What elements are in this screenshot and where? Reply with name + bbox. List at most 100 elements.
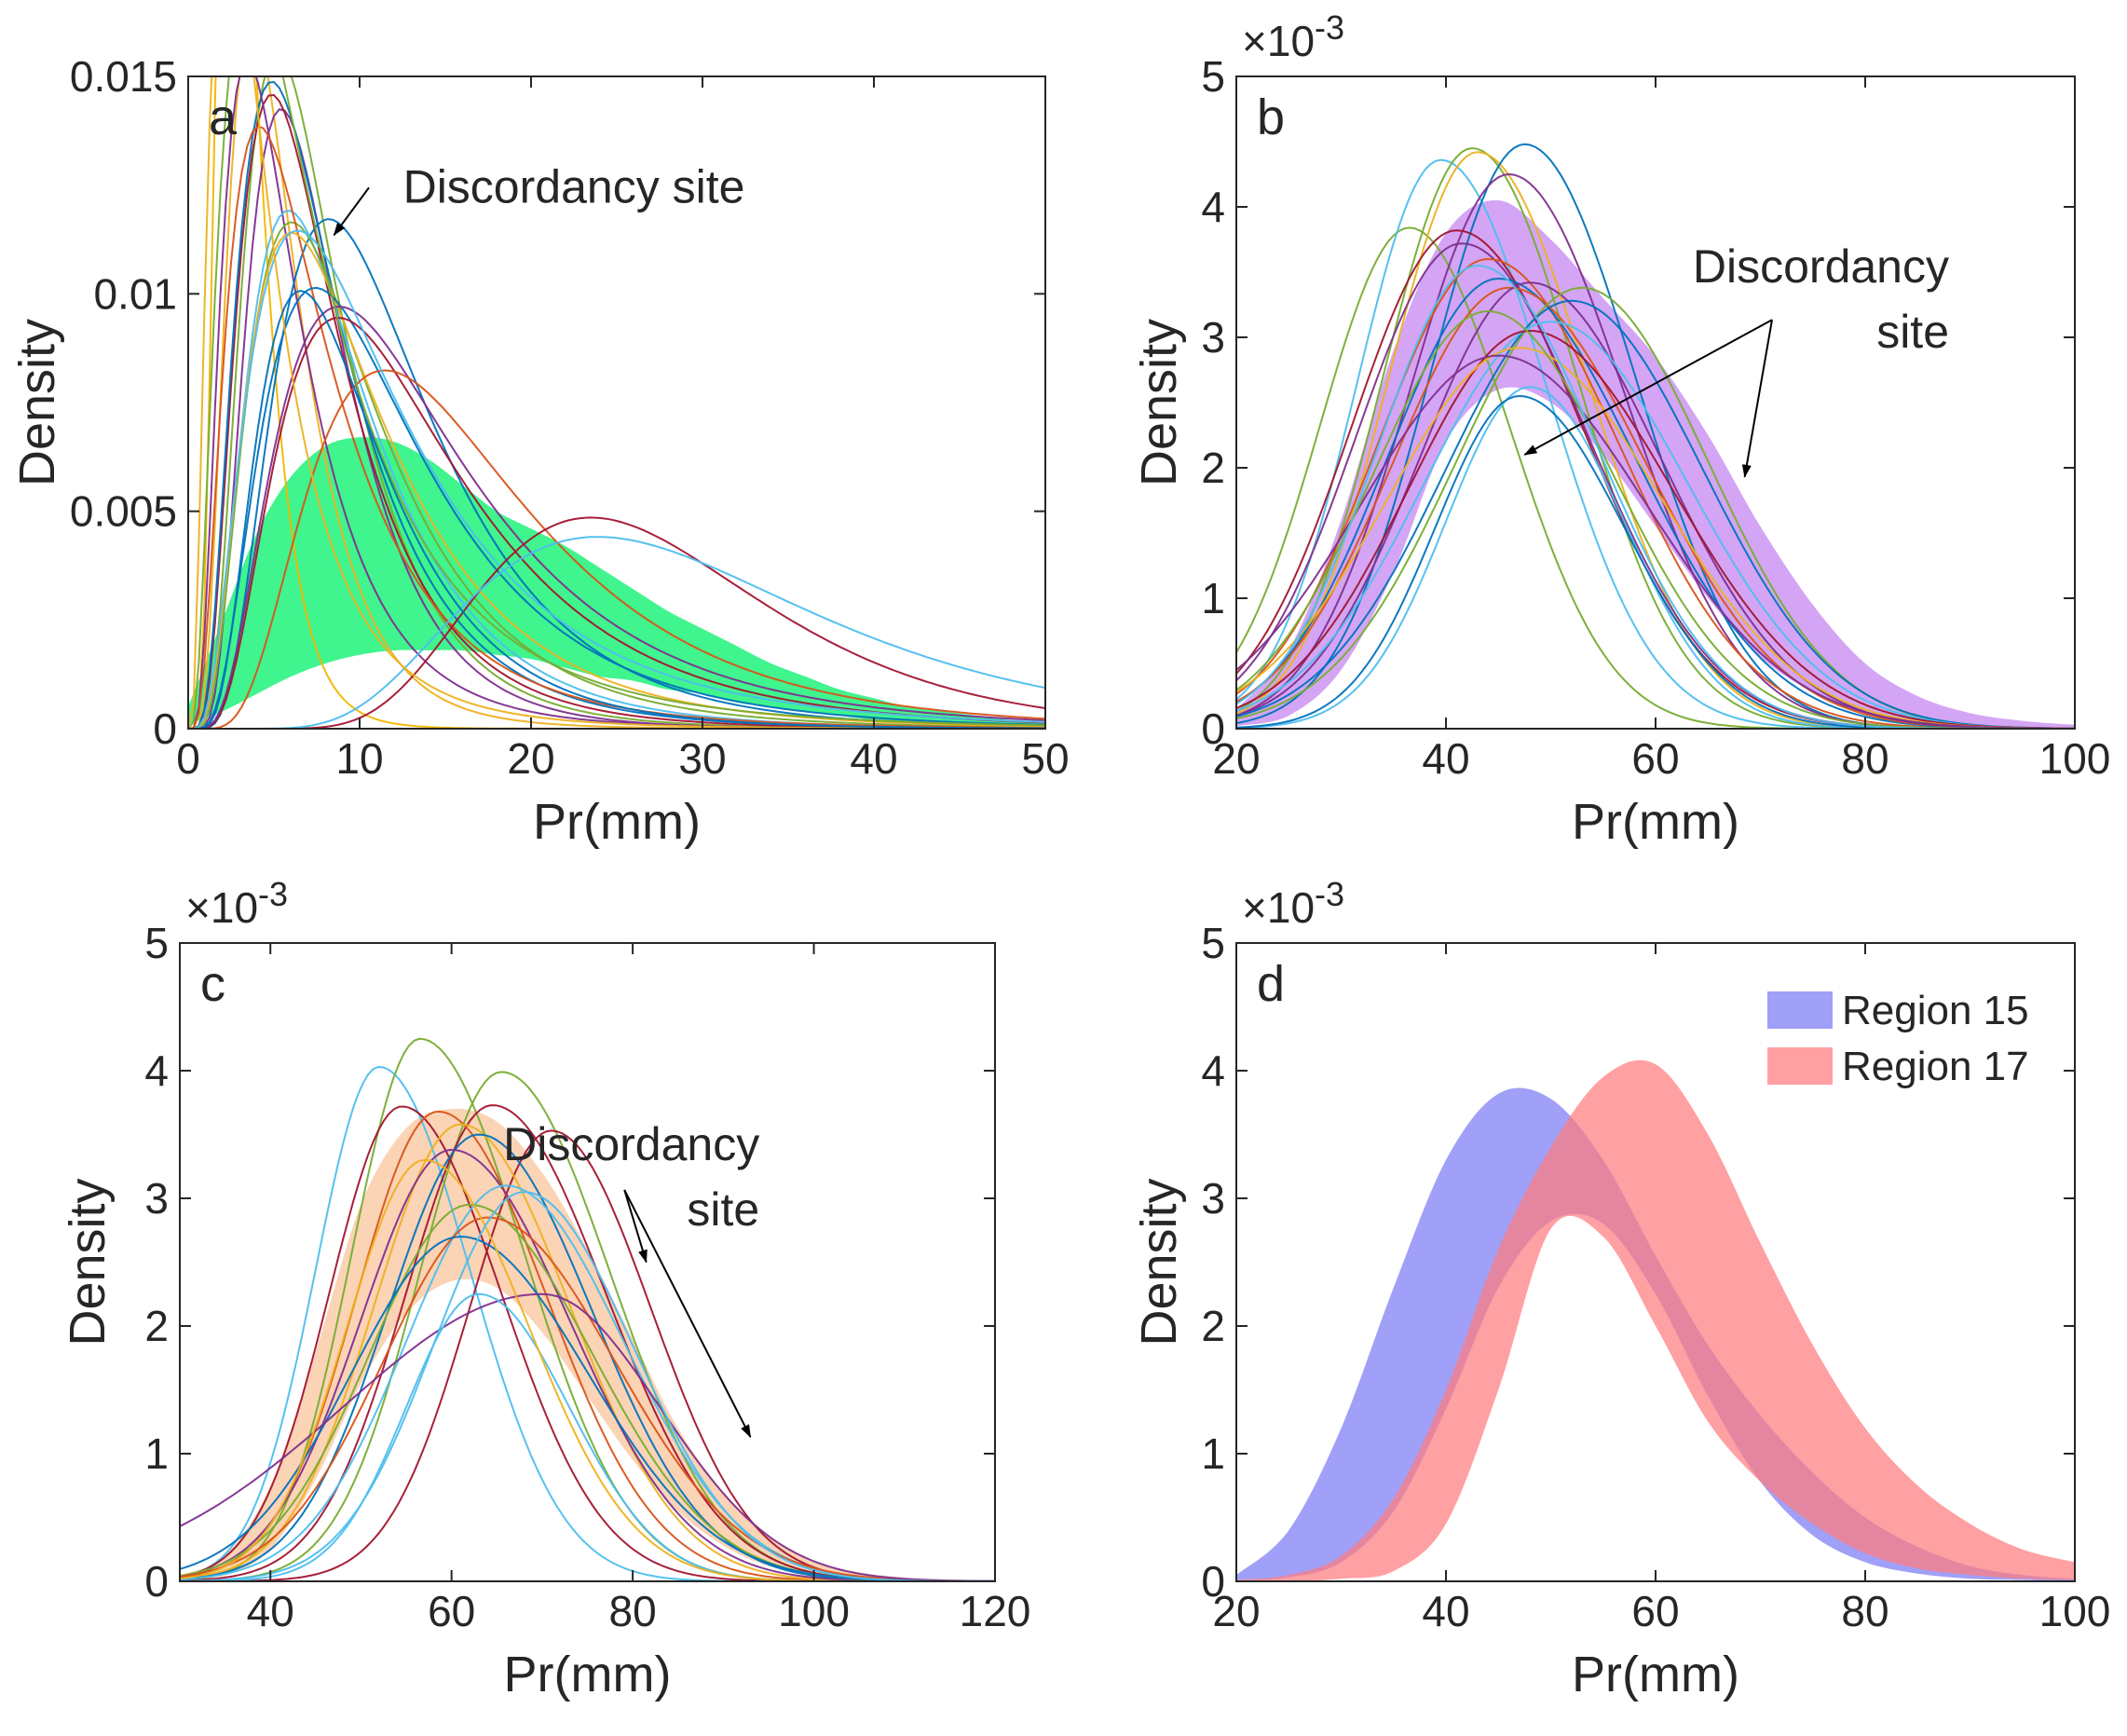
y-axis-label: Density — [60, 1178, 116, 1346]
density-curve-2 — [1236, 158, 2075, 729]
exponent-base: ×10 — [185, 883, 258, 932]
density-curve-20 — [188, 536, 1045, 729]
density-curve-18 — [188, 76, 1045, 729]
panel-label: c — [200, 956, 225, 1012]
legend: Region 15 Region 17 — [1767, 988, 2029, 1089]
x-tick-label: 40 — [850, 734, 897, 783]
x-tick-label: 40 — [1422, 1587, 1469, 1635]
legend-label: Region 15 — [1842, 988, 2029, 1033]
annotation-text: site — [1876, 306, 1949, 358]
density-curve-10 — [188, 221, 1045, 729]
panel-label: d — [1257, 956, 1285, 1012]
density-curve-1 — [1236, 226, 2075, 729]
density-curve-19 — [188, 516, 1045, 729]
density-curve-18 — [1236, 354, 2075, 729]
y-axis-label: Density — [1131, 1178, 1187, 1346]
x-axis-label: Pr(mm) — [533, 794, 701, 850]
exponent-power: -3 — [1315, 875, 1344, 913]
density-curve-16 — [188, 369, 1045, 729]
band-region-15 — [1236, 1087, 2075, 1581]
legend-swatch — [1767, 1047, 1833, 1085]
panel-d: 20 40 60 80 100 0 1 2 3 4 5 Pr(mm) Density ×10-3 d Regi… — [1131, 875, 2110, 1702]
x-tick-label: 20 — [1212, 1587, 1260, 1635]
band-region-17 — [1236, 1059, 2075, 1581]
y-tick-label: 1 — [1201, 1429, 1225, 1478]
x-tick-label: 60 — [1631, 734, 1679, 783]
x-tick-label: 10 — [335, 734, 383, 783]
density-curve-1 — [188, 76, 1045, 729]
x-axis-label: Pr(mm) — [504, 1647, 672, 1702]
y-tick-label: 5 — [1201, 919, 1225, 967]
annotation-arrow — [1523, 319, 1773, 456]
axes-frame — [187, 75, 1046, 730]
exponent-label: ×10-3 — [1242, 8, 1344, 65]
density-curve-16 — [180, 1292, 995, 1581]
y-tick-label: 3 — [144, 1174, 169, 1223]
x-tick-label: 50 — [1021, 734, 1069, 783]
axes-frame — [179, 942, 996, 1582]
density-curve-3 — [1236, 146, 2075, 729]
legend-label: Region 17 — [1842, 1044, 2029, 1089]
panel-c: 40 60 80 100 120 0 1 2 3 4 5 Pr(mm) Density ×10-3 c Dis… — [60, 875, 1030, 1702]
annotation-arrow — [1741, 320, 1773, 478]
x-axis-label: Pr(mm) — [1572, 1647, 1739, 1702]
x-tick-label: 60 — [428, 1587, 475, 1635]
annotation-text: Discordancy — [503, 1118, 759, 1170]
y-tick-label: 3 — [1201, 313, 1225, 362]
y-tick-label: 2 — [144, 1302, 169, 1350]
density-curve-22 — [188, 289, 1045, 729]
annotation-arrow — [333, 186, 370, 237]
density-curve-15 — [188, 305, 1045, 729]
x-tick-label: 80 — [1841, 1587, 1888, 1635]
annotation-text: Discordancy site — [403, 160, 745, 212]
y-tick-label: 0.005 — [70, 487, 177, 536]
annotation-arrow — [623, 1189, 752, 1439]
x-tick-label: 80 — [1841, 734, 1888, 783]
x-tick-label: 120 — [960, 1587, 1031, 1635]
y-tick-label: 0.015 — [70, 52, 177, 101]
exponent-base: ×10 — [1242, 17, 1315, 65]
x-tick-label: 0 — [176, 734, 200, 783]
x-tick-label: 40 — [1422, 734, 1469, 783]
y-tick-label: 0 — [1201, 704, 1225, 753]
y-tick-label: 4 — [1201, 1046, 1225, 1095]
exponent-label: ×10-3 — [185, 875, 288, 932]
panel-label: b — [1257, 89, 1285, 145]
y-tick-label: 1 — [1201, 574, 1225, 622]
annotation-text: site — [687, 1183, 759, 1236]
y-axis-label: Density — [1131, 319, 1187, 486]
y-tick-label: 0 — [153, 704, 177, 753]
exponent-base: ×10 — [1242, 883, 1315, 932]
x-tick-label: 100 — [778, 1587, 850, 1635]
density-curve-14 — [1236, 299, 2075, 729]
y-tick-label: 1 — [144, 1429, 169, 1478]
x-tick-label: 40 — [247, 1587, 294, 1635]
x-tick-label: 30 — [678, 734, 726, 783]
y-tick-label: 3 — [1201, 1174, 1225, 1223]
y-tick-label: 5 — [1201, 52, 1225, 101]
x-tick-label: 20 — [507, 734, 554, 783]
y-tick-label: 2 — [1201, 444, 1225, 492]
x-tick-label: 60 — [1631, 1587, 1679, 1635]
panel-label: a — [209, 89, 238, 145]
y-tick-label: 4 — [144, 1046, 169, 1095]
exponent-power: -3 — [258, 875, 288, 913]
x-tick-label: 80 — [609, 1587, 657, 1635]
y-tick-label: 0 — [1201, 1557, 1225, 1606]
x-tick-label: 100 — [2039, 1587, 2111, 1635]
y-tick-label: 0.01 — [93, 269, 177, 318]
panel-a: 0 10 20 30 40 50 0 0.005 0.01 0.015 Pr(mm) Density a… — [9, 52, 1070, 850]
annotation-text: Discordancy — [1693, 240, 1949, 293]
y-axis-label: Density — [9, 319, 65, 486]
density-curve-16 — [1236, 329, 2075, 729]
panel-b: 20 40 60 80 100 0 1 2 3 4 5 Pr(mm) Density ×10-3 b Disc… — [1131, 8, 2110, 850]
density-curve-15 — [1236, 321, 2075, 729]
y-tick-label: 2 — [1201, 1302, 1225, 1350]
x-tick-label: 20 — [1212, 734, 1260, 783]
density-curve-2 — [188, 76, 1045, 729]
density-curve-15 — [180, 1292, 995, 1581]
density-curve-1 — [180, 1065, 995, 1581]
density-curve-18 — [180, 1191, 995, 1581]
plot-marks — [188, 76, 1045, 729]
